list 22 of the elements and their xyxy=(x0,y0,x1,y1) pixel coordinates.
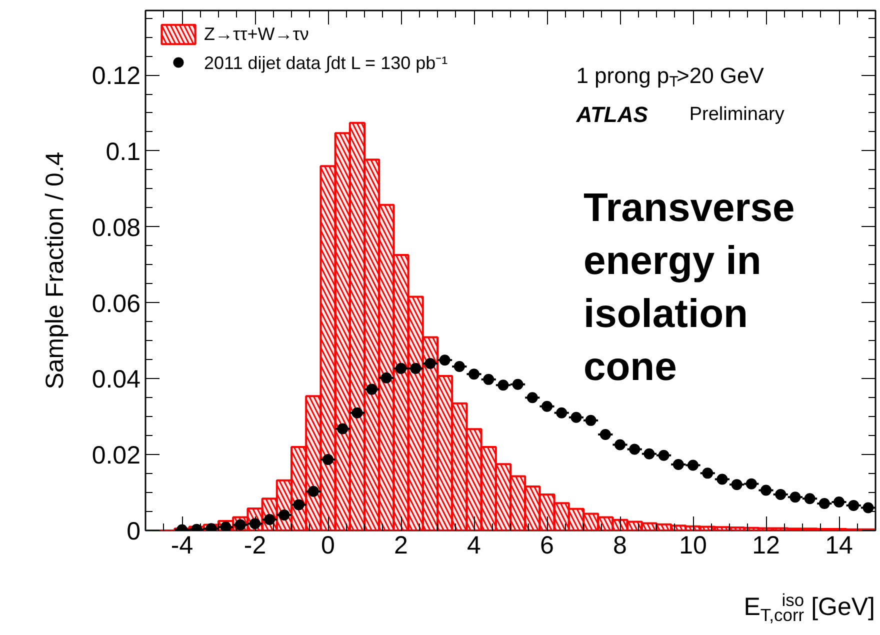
x-tick-label: -2 xyxy=(244,532,266,560)
x-tick-label: 14 xyxy=(825,532,853,560)
y-tick-label: 0.02 xyxy=(92,442,141,470)
x-tick-label: 2 xyxy=(394,532,408,560)
x-tick-label: -4 xyxy=(170,532,194,560)
x-tick-label: 4 xyxy=(467,532,482,560)
y-tick-label: 0.08 xyxy=(92,214,141,242)
annotation: ATLAS xyxy=(575,102,648,127)
legend-label: 2011 dijet data ∫dt L = 130 pb⁻¹ xyxy=(204,52,448,74)
annotation: Preliminary xyxy=(689,104,785,125)
x-tick-label: 12 xyxy=(752,532,780,560)
x-tick-label: 10 xyxy=(679,532,707,560)
x-tick-label: 6 xyxy=(540,532,554,560)
annotation: Transverse energy in isolation cone xyxy=(584,186,795,390)
x-tick-label: 0 xyxy=(321,532,335,560)
x-tick-label: 8 xyxy=(613,532,627,560)
y-tick-label: 0.06 xyxy=(92,290,141,318)
y-tick-label: 0.1 xyxy=(106,138,141,166)
legend-label: Z→ττ+W→τν xyxy=(204,24,309,44)
y-axis-title: Sample Fraction / 0.4 xyxy=(40,152,69,390)
y-tick-label: 0.12 xyxy=(92,62,141,90)
y-tick-label: 0.04 xyxy=(92,366,141,394)
